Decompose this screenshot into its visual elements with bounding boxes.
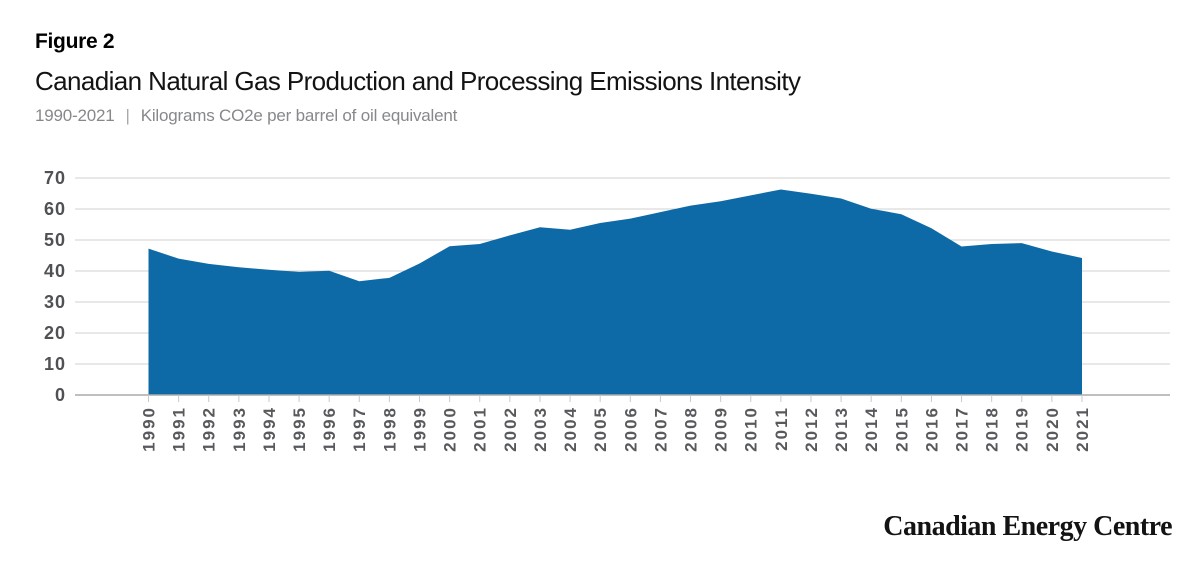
x-axis-label: 2010 [742,406,761,452]
x-axis-label: 1995 [290,406,309,452]
x-axis-label: 2021 [1073,406,1092,452]
subtitle-range: 1990-2021 [35,106,115,125]
chart-title: Canadian Natural Gas Production and Proc… [35,66,801,96]
x-axis-label: 1999 [410,406,429,452]
x-axis-label: 2009 [712,406,731,452]
x-axis-label: 2015 [892,406,911,452]
y-axis-label: 0 [55,385,66,405]
x-axis-label: 1991 [170,406,189,452]
x-axis-label: 2006 [621,406,640,452]
x-axis-label: 1994 [260,406,279,452]
x-axis-label: 2002 [501,406,520,452]
x-axis-label: 2000 [441,406,460,452]
x-axis-label: 2017 [952,406,971,452]
x-axis-label: 2019 [1013,406,1032,452]
y-axis-label: 10 [44,354,66,374]
x-axis-label: 2018 [983,406,1002,452]
x-axis-label: 1992 [200,406,219,452]
x-axis-label: 2011 [772,406,791,451]
figure-label: Figure 2 [35,30,115,53]
y-axis-label: 20 [44,323,66,343]
x-axis-label: 2016 [922,406,941,452]
y-axis-label: 60 [44,199,66,219]
x-axis-label: 1998 [380,406,399,452]
area-series [148,189,1082,395]
brand-logo-text: Canadian Energy Centre [883,511,1172,542]
y-axis-label: 40 [44,261,66,281]
x-axis-label: 2020 [1043,406,1062,452]
x-axis-label: 2007 [651,406,670,452]
y-axis-label: 30 [44,292,66,312]
x-axis-label: 1996 [320,406,339,452]
x-axis-label: 1993 [230,406,249,452]
x-axis-label: 2004 [561,406,580,452]
x-axis-label: 2001 [471,406,490,452]
chart-subtitle: 1990-2021 | Kilograms CO2e per barrel of o… [35,106,457,126]
x-axis-label: 1990 [139,406,158,452]
x-axis-label: 2008 [681,406,700,452]
subtitle-separator: | [125,106,130,125]
y-axis-label: 70 [44,168,66,188]
x-axis-label: 2012 [802,406,821,452]
x-axis-label: 2003 [531,406,550,452]
x-axis-label: 1997 [350,406,369,452]
x-axis-label: 2013 [832,406,851,452]
x-axis-label: 2005 [591,406,610,452]
x-axis-label: 2014 [862,406,881,452]
area-chart-canvas: 0 10 20 30 40 50 60 70 1990 1991 1992 1993 1994 1995 1… [44,168,1170,452]
subtitle-units: Kilograms CO2e per barrel of oil equival… [140,106,458,125]
y-axis-label: 50 [44,230,66,250]
